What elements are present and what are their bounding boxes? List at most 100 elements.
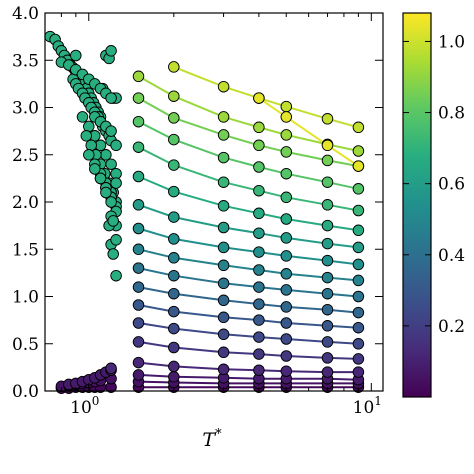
series-point-11 — [352, 241, 365, 254]
series-point-3 — [217, 363, 230, 376]
series-point-9 — [132, 243, 145, 256]
colorbar-ticks: 0.2 0.4 0.6 0.8 1.0 — [403, 32, 465, 337]
series-point-9 — [280, 268, 293, 280]
series-point-5 — [253, 331, 265, 343]
series-point-16 — [352, 145, 365, 157]
series-point-14 — [217, 151, 230, 164]
series-point-18 — [280, 111, 293, 123]
y-tick-label: 1.0 — [12, 288, 39, 308]
series-point-13 — [321, 199, 334, 211]
series-point-11 — [132, 199, 145, 211]
y-tick-label: 2.0 — [12, 193, 39, 213]
series-point-9 — [253, 264, 265, 276]
series-point-7 — [280, 301, 293, 313]
series-point-4 — [168, 341, 180, 354]
series-point-7 — [217, 294, 230, 307]
colorbar-tick-label: 0.6 — [438, 175, 465, 195]
series-point-5 — [132, 317, 145, 329]
cluster-point — [105, 125, 117, 137]
series-point-10 — [321, 254, 334, 267]
series-point-4 — [280, 350, 293, 362]
y-tick-label: 1.5 — [12, 240, 39, 260]
series-point-9 — [168, 252, 180, 264]
y-tick-label: 0.5 — [12, 335, 39, 355]
cluster-point — [105, 158, 117, 170]
x-axis-label: T* — [202, 427, 222, 451]
cluster-point — [105, 92, 117, 104]
series-point-8 — [132, 262, 145, 274]
series-point-16 — [168, 90, 180, 102]
cluster-point — [70, 49, 82, 62]
series-point-14 — [168, 133, 180, 146]
series-point-12 — [217, 200, 230, 212]
series-point-4 — [217, 346, 230, 359]
series-point-18 — [253, 92, 265, 104]
cluster-point — [105, 45, 117, 57]
series-point-13 — [132, 141, 145, 153]
series-point-18 — [352, 160, 365, 172]
series-point-8 — [280, 284, 293, 296]
cluster-point — [107, 248, 119, 260]
series-point-15 — [168, 112, 180, 124]
series-point-7 — [352, 306, 365, 319]
x-tick-label: 101 — [353, 394, 382, 418]
series-point-8 — [253, 281, 265, 293]
series-point-14 — [352, 183, 365, 195]
series-point-11 — [168, 211, 180, 223]
cluster-point — [100, 186, 112, 199]
series-point-17 — [168, 61, 180, 73]
series-point-10 — [253, 246, 265, 258]
colorbar — [402, 12, 432, 398]
series-point-15 — [132, 92, 145, 104]
series-point-3 — [105, 362, 117, 375]
series-point-16 — [253, 121, 265, 134]
cluster-point — [94, 172, 107, 185]
series-point-6 — [321, 320, 334, 332]
series-point-12 — [280, 213, 293, 225]
series-point-6 — [132, 299, 145, 311]
series-point-14 — [321, 176, 334, 188]
series-point-6 — [253, 314, 265, 326]
series-point-17 — [280, 100, 293, 113]
series-point-4 — [321, 352, 334, 364]
series-point-12 — [132, 170, 145, 183]
series-point-16 — [280, 129, 293, 141]
y-tick-label: 3.5 — [12, 51, 39, 71]
series-point-5 — [217, 328, 230, 341]
cluster-point — [110, 234, 122, 246]
series-point-15 — [321, 154, 334, 167]
series-point-8 — [321, 287, 334, 300]
series-point-12 — [168, 185, 180, 198]
series-point-8 — [168, 269, 180, 282]
x-axis-label-text: T — [202, 429, 216, 451]
colorbar-tick-label: 0.2 — [438, 317, 465, 337]
cluster-point — [105, 196, 117, 208]
series-point-9 — [352, 274, 365, 287]
series-point-3 — [168, 360, 180, 373]
cluster-point — [107, 215, 119, 227]
series-point-3 — [253, 364, 265, 376]
series-point-14 — [280, 167, 293, 180]
series-point-6 — [352, 321, 365, 334]
series-point-10 — [132, 222, 145, 235]
series-point-14 — [132, 115, 145, 128]
series-point-6 — [168, 305, 180, 318]
series-point-5 — [321, 336, 334, 348]
y-tick-label: 0.0 — [12, 382, 39, 402]
series-point-5 — [352, 338, 365, 350]
series-line-18 — [258, 97, 359, 167]
series-point-5 — [168, 322, 180, 335]
series-point-17 — [217, 80, 230, 93]
series-point-15 — [253, 139, 265, 152]
series-point-13 — [253, 184, 265, 197]
y-tick-label: 2.5 — [12, 146, 39, 166]
series-point-13 — [280, 191, 293, 204]
series-point-13 — [168, 159, 180, 171]
series-point-18 — [321, 139, 334, 152]
cluster-point — [83, 120, 95, 133]
cluster-point — [110, 177, 122, 189]
colorbar-tick-label: 0.8 — [438, 104, 465, 124]
series-point-16 — [132, 70, 145, 83]
y-tick-label: 3.0 — [12, 99, 39, 119]
